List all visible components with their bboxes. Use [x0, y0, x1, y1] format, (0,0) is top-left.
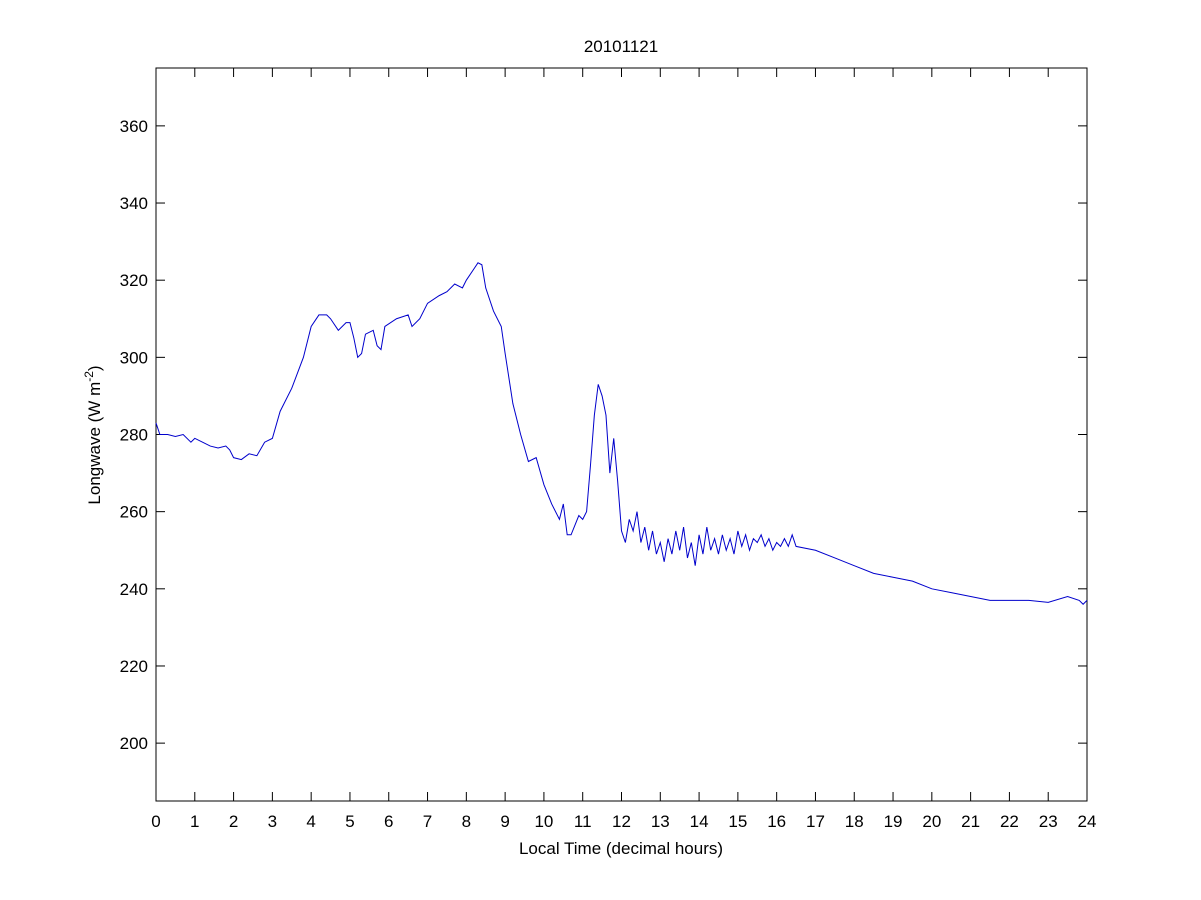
x-tick-label: 14: [690, 812, 709, 831]
x-tick-label: 21: [961, 812, 980, 831]
chart-title: 20101121: [584, 37, 658, 56]
y-tick-label: 240: [120, 580, 148, 599]
y-tick-label: 300: [120, 348, 148, 367]
y-tick-label: 260: [120, 503, 148, 522]
y-axis-label: Longwave (W m-2): [82, 365, 104, 504]
x-tick-label: 17: [806, 812, 825, 831]
x-tick-label: 24: [1078, 812, 1097, 831]
x-tick-label: 20: [922, 812, 941, 831]
y-tick-label: 220: [120, 657, 148, 676]
y-axis-label-exponent: -2: [82, 371, 96, 382]
x-tick-label: 23: [1039, 812, 1058, 831]
x-tick-label: 7: [423, 812, 432, 831]
x-tick-label: 11: [574, 812, 592, 831]
x-tick-label: 12: [612, 812, 631, 831]
x-tick-label: 22: [1000, 812, 1019, 831]
x-tick-label: 1: [190, 812, 199, 831]
x-tick-label: 9: [500, 812, 509, 831]
x-tick-label: 4: [306, 812, 315, 831]
y-tick-label: 360: [120, 117, 148, 136]
y-axis-label-suffix: ): [85, 365, 104, 371]
x-tick-label: 13: [651, 812, 670, 831]
x-tick-label: 0: [151, 812, 160, 831]
x-tick-label: 16: [767, 812, 786, 831]
x-tick-label: 19: [884, 812, 903, 831]
data-line: [155, 262, 1088, 605]
x-tick-label: 10: [534, 812, 553, 831]
x-tick-label: 5: [345, 812, 354, 831]
y-tick-label: 200: [120, 734, 148, 753]
y-axis-label-text: Longwave (W m: [85, 382, 104, 505]
x-axis-label: Local Time (decimal hours): [519, 839, 723, 858]
x-tick-label: 3: [268, 812, 277, 831]
x-tick-label: 18: [845, 812, 864, 831]
y-tick-label: 340: [120, 194, 148, 213]
x-tick-label: 6: [384, 812, 393, 831]
y-tick-label: 320: [120, 271, 148, 290]
y-tick-label: 280: [120, 426, 148, 445]
x-tick-label: 8: [462, 812, 471, 831]
x-tick-label: 2: [229, 812, 238, 831]
x-tick-label: 15: [728, 812, 747, 831]
